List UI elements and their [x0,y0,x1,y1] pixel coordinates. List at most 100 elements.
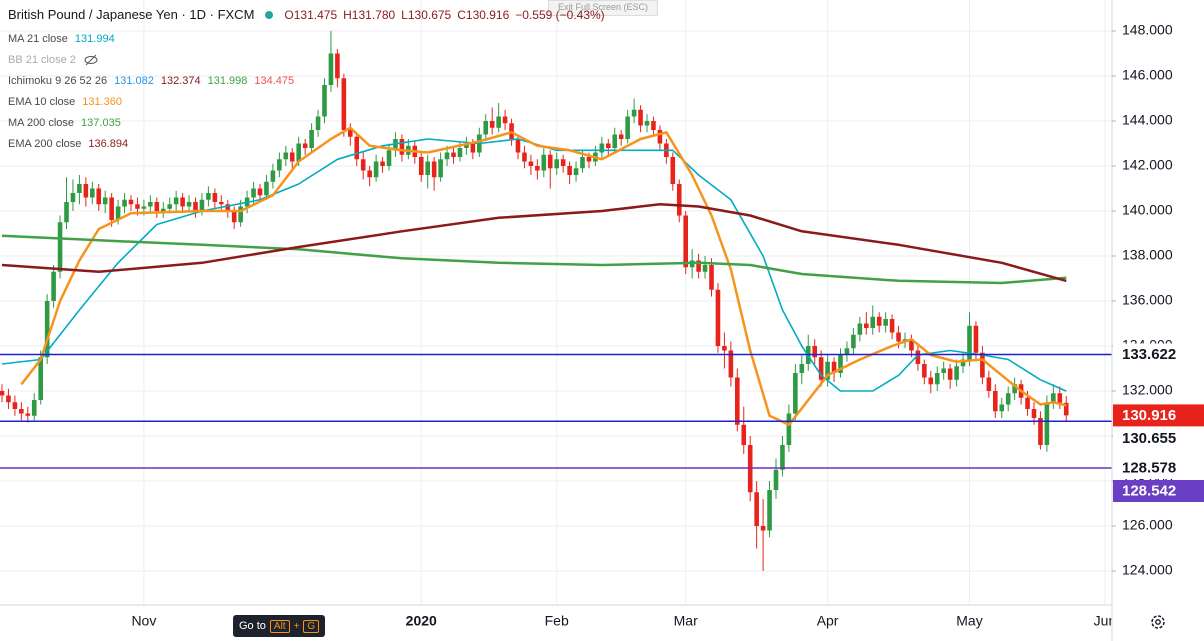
candle-body [851,334,856,349]
candle-body [1038,418,1043,446]
candle-body [554,159,559,169]
y-tick-label: 136.000 [1122,292,1173,308]
candle-body [876,316,882,326]
candle-body [657,130,663,144]
y-tick-label: 142.000 [1122,157,1173,173]
x-tick-label: Apr [817,613,839,629]
candle-body [451,152,456,158]
candle-body [296,143,301,162]
candle-body [57,222,63,272]
legend-name: EMA 200 close [8,137,82,150]
legend-row: MA 21 close 131.994 [8,28,301,49]
candle-body [257,188,263,196]
candle-body [231,211,237,223]
shortcut-plus: + [293,620,300,632]
legend-row: EMA 200 close 136.894 [8,133,301,154]
candle-body [360,159,366,171]
header: British Pound / Japanese Yen · 1D · FXCM… [8,7,611,22]
quote-value: L130.675 [401,8,452,22]
candle-body [154,202,160,212]
candle-body [818,357,824,380]
goto-label[interactable]: Go to [239,620,266,632]
legend-value: 131.360 [82,95,123,108]
candle-body [135,204,140,209]
eye-slash [85,54,97,65]
candle-body [773,469,779,491]
legend-row: EMA 10 close 131.360 [8,91,301,112]
candle-body [683,215,688,268]
candle-body [728,350,734,378]
candle-body [915,350,921,365]
candle-body [160,208,166,212]
candle-body [522,152,527,162]
candle-body [341,78,347,131]
candle-body [638,109,643,126]
candle-body [225,204,231,212]
candle-body [670,157,676,185]
candle-body [580,157,585,169]
visibility-icon[interactable] [83,54,99,66]
candle-body [264,181,269,196]
shortcut-key: Alt [269,619,290,633]
y-tick-label: 144.000 [1122,112,1173,128]
x-tick-label: 2020 [406,613,437,629]
goto-button[interactable]: Go to Alt + G [233,615,326,637]
y-tick-label: 140.000 [1122,202,1173,218]
candle-body [857,323,863,335]
y-tick-label: 146.000 [1122,67,1173,83]
candle-body [980,352,985,378]
candle-body [289,152,295,162]
legend-value: 132.374 [160,74,201,87]
x-tick-label: May [956,613,982,629]
legend-name: MA 200 close [8,116,75,129]
candle-body [618,134,624,140]
candle-body [696,260,701,272]
legend-name: BB 21 close 2 [8,53,76,66]
candle-body [1025,397,1030,410]
candle-body [438,159,443,178]
candle-body [735,377,740,425]
candle-body [44,301,50,358]
candle-body [599,143,605,153]
price-tag [1113,479,1204,502]
price-tag [1113,427,1204,450]
candle-body [1051,393,1056,403]
candle-body [6,395,11,403]
legend-name: Ichimoku 9 26 52 26 [8,74,108,87]
legend-value: 131.082 [114,74,154,87]
candle-body [128,199,134,205]
indicator-line [1,234,1067,285]
candle-body [489,121,495,128]
candle-body [780,445,785,470]
candle-body [567,166,572,176]
candle-body [973,325,979,353]
candle-body [760,526,766,531]
candle-body [786,413,792,446]
candle-body [167,204,172,209]
candle-body [676,184,682,216]
candle-body [1044,402,1050,446]
legend-name: MA 21 close [8,32,68,45]
candle-body [922,364,927,378]
legend-row: Ichimoku 9 26 52 26 131.082 132.374 131.998… [8,70,301,91]
legend-value: 134.475 [254,74,295,87]
x-tick-label: Feb [545,613,569,629]
candle-body [644,121,650,126]
candle-body [31,400,37,416]
candle-body [12,402,18,410]
candle-body [586,157,592,162]
candle-body [0,391,5,396]
candle-body [219,202,224,205]
candle-body [322,85,327,117]
candle-body [702,265,708,272]
indicator-line [1,138,1067,392]
candle-body [502,116,508,124]
candle-body [825,361,830,380]
settings-button[interactable] [1151,615,1165,629]
price-tag-label: 130.655 [1122,430,1176,447]
gear-inner [1155,619,1161,625]
candle-body [51,271,56,302]
y-axis-panel [1112,0,1204,641]
legend-row: BB 21 close 2 [8,49,301,70]
candle-body [25,413,31,416]
